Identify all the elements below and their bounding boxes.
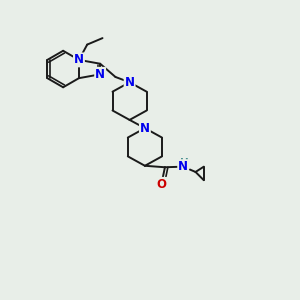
Text: N: N bbox=[140, 122, 150, 135]
Text: N: N bbox=[74, 53, 84, 66]
Text: H: H bbox=[180, 158, 189, 168]
Text: N: N bbox=[178, 160, 188, 173]
Text: O: O bbox=[156, 178, 167, 191]
Text: N: N bbox=[124, 76, 135, 89]
Text: N: N bbox=[95, 68, 105, 81]
